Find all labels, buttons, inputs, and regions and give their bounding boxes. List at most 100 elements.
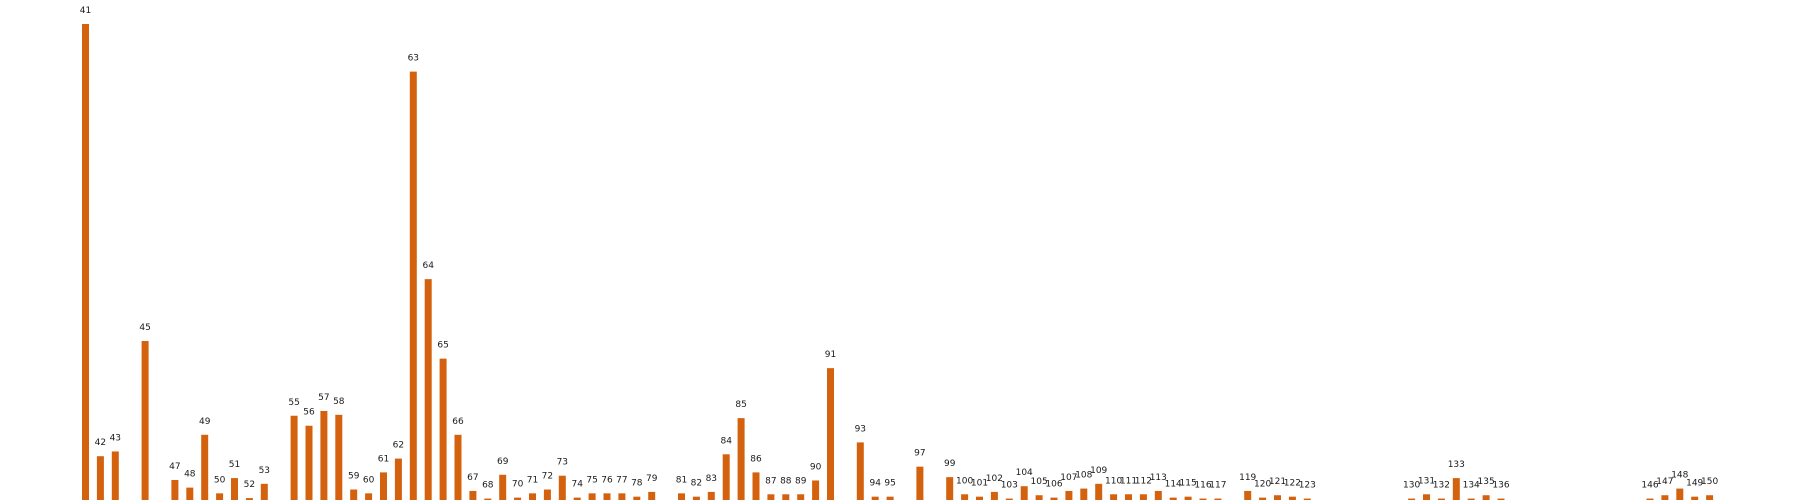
bar-label-91: 91	[825, 350, 836, 360]
bar-55	[290, 415, 298, 500]
bar-label-53: 53	[259, 466, 270, 476]
bar-122	[1288, 496, 1296, 500]
bar-111	[1125, 494, 1132, 500]
bar-135	[1482, 495, 1490, 500]
bar-label-84: 84	[720, 436, 732, 446]
bar-95	[886, 496, 894, 500]
bar-136	[1497, 498, 1505, 500]
bar-label-100: 100	[956, 476, 973, 486]
bar-label-148: 148	[1671, 471, 1688, 481]
bar-label-75: 75	[586, 475, 597, 485]
bar-label-89: 89	[795, 476, 807, 486]
bar-label-109: 109	[1090, 466, 1107, 476]
bar-53	[260, 483, 268, 500]
bar-43	[111, 451, 119, 500]
bar-91	[827, 368, 834, 500]
bar-label-77: 77	[616, 475, 627, 485]
bar-label-57: 57	[318, 393, 329, 403]
bar-label-52: 52	[244, 480, 255, 490]
bar-label-48: 48	[184, 470, 196, 480]
bar-120	[1259, 497, 1267, 500]
bar-93	[856, 442, 864, 500]
bar-107	[1065, 490, 1073, 500]
bar-label-69: 69	[497, 457, 509, 467]
bar-label-49: 49	[199, 417, 211, 427]
bar-label-122: 122	[1284, 479, 1301, 489]
bar-label-149: 149	[1686, 479, 1703, 489]
bar-label-134: 134	[1463, 481, 1480, 491]
bar-132	[1437, 498, 1445, 500]
bar-102	[990, 491, 998, 500]
bar-label-147: 147	[1656, 477, 1673, 487]
bar-84	[722, 454, 730, 500]
bar-41	[82, 24, 89, 500]
bar-label-99: 99	[944, 459, 956, 469]
bar-150	[1706, 495, 1714, 500]
bar-90	[812, 480, 820, 500]
bar-148	[1676, 488, 1684, 500]
bar-63	[409, 71, 417, 500]
bar-label-72: 72	[542, 472, 553, 482]
bar-130	[1408, 498, 1416, 500]
bar-label-86: 86	[750, 454, 762, 464]
bar-label-101: 101	[971, 479, 988, 489]
bar-label-59: 59	[348, 472, 360, 482]
bar-label-119: 119	[1239, 473, 1256, 483]
bar-label-94: 94	[869, 479, 881, 489]
bar-121	[1274, 495, 1281, 500]
bar-87	[767, 494, 775, 500]
bar-label-123: 123	[1299, 481, 1316, 491]
bar-label-76: 76	[601, 475, 613, 485]
bar-48	[186, 487, 194, 500]
bar-115	[1184, 496, 1192, 500]
bar-52	[245, 498, 253, 500]
bar-label-90: 90	[810, 462, 822, 472]
bar-83	[707, 491, 715, 500]
bar-77	[618, 493, 626, 500]
bar-label-131: 131	[1418, 476, 1435, 486]
bar-134	[1467, 498, 1475, 500]
bar-146	[1646, 498, 1654, 500]
bar-82	[692, 496, 700, 500]
bar-50	[216, 493, 224, 500]
bar-60	[365, 493, 373, 500]
bar-47	[171, 480, 179, 500]
bar-133	[1452, 478, 1460, 500]
bar-57	[320, 410, 328, 500]
bar-label-74: 74	[571, 480, 583, 490]
bar-72	[543, 489, 551, 500]
bar-label-71: 71	[527, 475, 538, 485]
bar-label-150: 150	[1701, 477, 1718, 487]
bar-65	[439, 358, 447, 500]
bar-61	[380, 472, 387, 500]
bar-label-113: 113	[1150, 473, 1167, 483]
bar-label-121: 121	[1269, 477, 1286, 487]
bar-label-105: 105	[1031, 477, 1048, 487]
bar-86	[752, 472, 760, 500]
bar-label-104: 104	[1016, 468, 1033, 478]
bar-label-41: 41	[80, 6, 91, 16]
bar-label-78: 78	[631, 479, 643, 489]
bar-74	[573, 497, 581, 500]
bar-label-88: 88	[780, 476, 792, 486]
bar-label-82: 82	[691, 479, 702, 489]
bar-59	[350, 489, 358, 500]
bar-42	[96, 456, 104, 500]
bar-71	[529, 493, 536, 500]
bar-78	[633, 496, 641, 500]
bar-79	[648, 491, 656, 500]
bar-119	[1244, 490, 1252, 500]
bar-56	[305, 425, 313, 500]
bar-label-60: 60	[363, 475, 375, 485]
bar-label-45: 45	[139, 323, 150, 333]
bar-label-136: 136	[1492, 481, 1509, 491]
bar-113	[1154, 490, 1162, 500]
bar-51	[231, 478, 238, 500]
bar-label-110: 110	[1105, 476, 1122, 486]
bar-label-97: 97	[914, 449, 925, 459]
bar-label-115: 115	[1180, 479, 1197, 489]
bar-99	[946, 477, 954, 500]
bar-101	[976, 496, 983, 500]
bar-97	[916, 466, 924, 500]
